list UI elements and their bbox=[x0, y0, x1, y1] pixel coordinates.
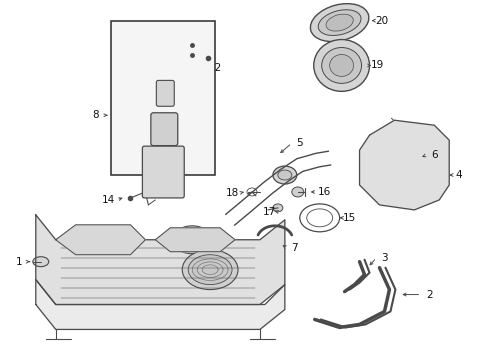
Ellipse shape bbox=[141, 32, 184, 68]
Ellipse shape bbox=[273, 166, 297, 184]
Text: 6: 6 bbox=[431, 150, 438, 160]
Ellipse shape bbox=[292, 187, 304, 197]
Text: 7: 7 bbox=[292, 243, 298, 253]
Text: 4: 4 bbox=[456, 170, 463, 180]
Ellipse shape bbox=[172, 226, 212, 254]
Ellipse shape bbox=[326, 14, 353, 31]
Ellipse shape bbox=[399, 153, 416, 167]
Ellipse shape bbox=[322, 48, 362, 84]
Ellipse shape bbox=[415, 141, 424, 149]
Text: 3: 3 bbox=[381, 253, 388, 263]
FancyBboxPatch shape bbox=[156, 80, 174, 106]
Ellipse shape bbox=[314, 40, 369, 91]
Ellipse shape bbox=[179, 231, 205, 249]
Text: 1: 1 bbox=[16, 257, 22, 267]
Polygon shape bbox=[36, 215, 285, 305]
Text: 20: 20 bbox=[375, 15, 388, 26]
Ellipse shape bbox=[33, 257, 49, 267]
Bar bbox=[111, 21, 215, 175]
Polygon shape bbox=[155, 228, 235, 252]
Polygon shape bbox=[36, 280, 285, 329]
Polygon shape bbox=[56, 225, 146, 255]
Text: 9: 9 bbox=[137, 88, 144, 98]
Ellipse shape bbox=[182, 250, 238, 289]
Text: 15: 15 bbox=[343, 213, 356, 223]
Ellipse shape bbox=[318, 10, 361, 36]
Text: 16: 16 bbox=[318, 187, 331, 197]
Text: 13: 13 bbox=[124, 157, 137, 167]
Text: 8: 8 bbox=[92, 110, 99, 120]
FancyBboxPatch shape bbox=[151, 113, 178, 146]
Ellipse shape bbox=[273, 204, 283, 212]
Text: 14: 14 bbox=[102, 195, 115, 205]
Ellipse shape bbox=[188, 255, 232, 285]
Polygon shape bbox=[360, 120, 449, 210]
Ellipse shape bbox=[185, 235, 199, 245]
Text: 2: 2 bbox=[426, 289, 433, 300]
Ellipse shape bbox=[330, 54, 354, 76]
Text: 19: 19 bbox=[371, 60, 384, 71]
Text: 11: 11 bbox=[114, 41, 127, 50]
Text: 5: 5 bbox=[296, 138, 303, 148]
Text: 17: 17 bbox=[263, 207, 276, 217]
Ellipse shape bbox=[310, 4, 369, 41]
Text: 10: 10 bbox=[129, 125, 142, 135]
Text: 18: 18 bbox=[225, 188, 239, 198]
Ellipse shape bbox=[392, 159, 407, 171]
FancyBboxPatch shape bbox=[143, 146, 184, 198]
Text: 12: 12 bbox=[208, 63, 222, 73]
Ellipse shape bbox=[278, 170, 292, 180]
Ellipse shape bbox=[147, 39, 177, 62]
